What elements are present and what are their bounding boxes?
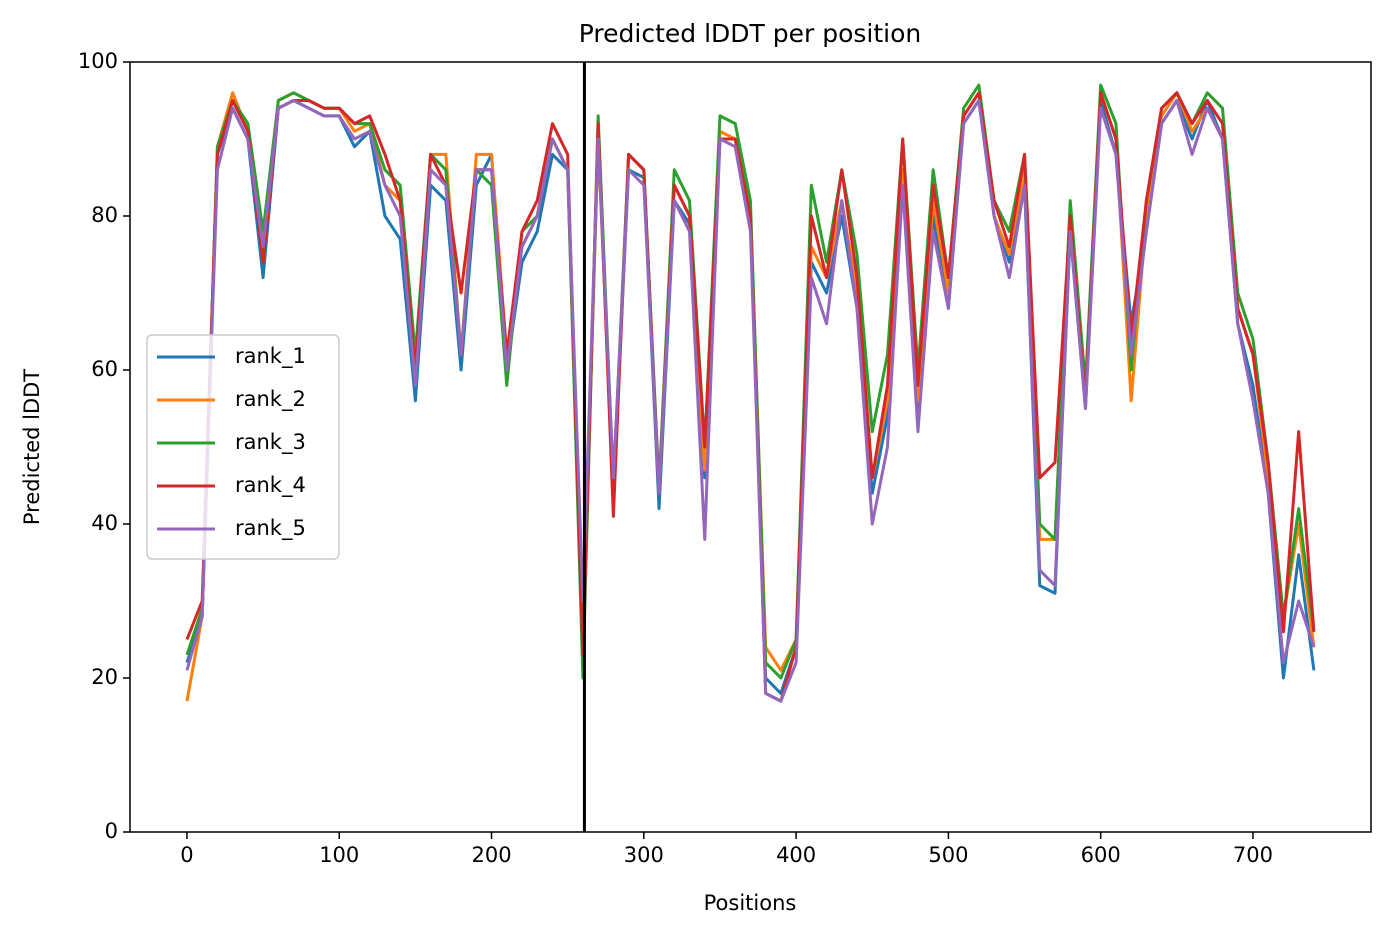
- y-axis-label: Predicted lDDT: [20, 369, 44, 525]
- y-tick-label: 100: [78, 49, 118, 73]
- series-line: [185, 91, 1316, 703]
- legend-label: rank_4: [235, 473, 306, 498]
- x-tick-label: 300: [624, 843, 664, 867]
- series-line: [185, 91, 1316, 702]
- y-tick-label: 0: [105, 819, 118, 843]
- legend-label: rank_2: [235, 387, 306, 412]
- x-tick-label: 200: [471, 843, 511, 867]
- legend-label: rank_3: [235, 430, 306, 455]
- x-tick-label: 500: [928, 843, 968, 867]
- y-tick-label: 80: [91, 203, 118, 227]
- chart-title: Predicted lDDT per position: [579, 19, 921, 48]
- legend-box: [146, 334, 340, 560]
- plot-frame: [129, 61, 1372, 833]
- legend-label: rank_5: [235, 516, 306, 541]
- y-tick-label: 20: [91, 665, 118, 689]
- series-line: [185, 83, 1316, 680]
- x-tick-label: 100: [319, 843, 359, 867]
- y-tick-label: 60: [91, 357, 118, 381]
- y-tick-label: 40: [91, 511, 118, 535]
- series-line: [185, 99, 1316, 703]
- x-tick-label: 600: [1081, 843, 1121, 867]
- legend-label: rank_1: [235, 344, 306, 369]
- x-tick-label: 0: [180, 843, 193, 867]
- series-line: [185, 99, 1316, 695]
- x-tick-label: 400: [776, 843, 816, 867]
- legend: rank_1 rank_2 rank_3 rank_4 rank_5: [146, 334, 340, 560]
- x-tick-label: 700: [1233, 843, 1273, 867]
- x-axis-label: Positions: [704, 891, 797, 915]
